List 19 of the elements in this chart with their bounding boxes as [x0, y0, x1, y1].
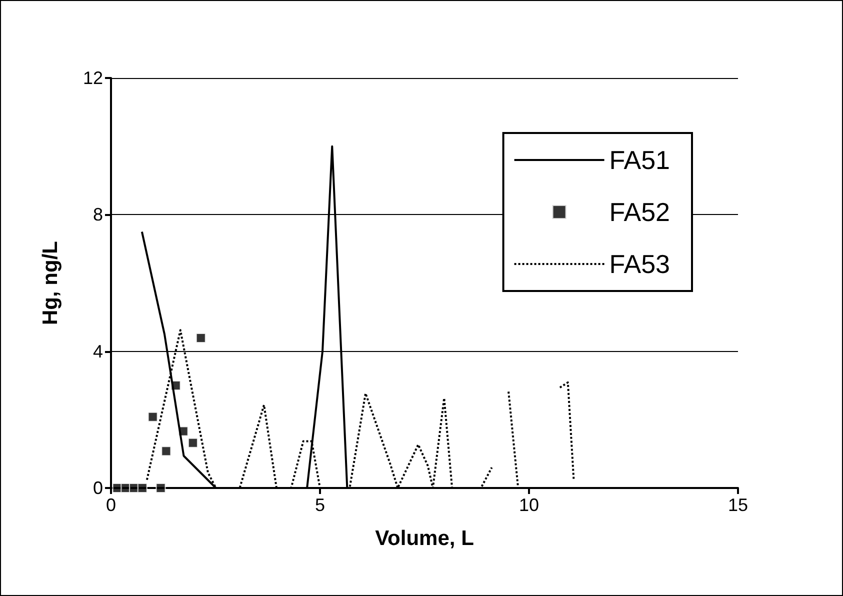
point: [196, 333, 206, 344]
x-axis-title: Volume, L: [375, 527, 474, 550]
y-tick-label: 4: [92, 341, 103, 362]
legend-label: FA52: [609, 197, 670, 227]
y-axis-title: Hg, ng/L: [39, 240, 62, 325]
point: [137, 483, 148, 493]
point: [161, 446, 172, 456]
x-tick-label: 0: [106, 495, 116, 515]
x-tick-label: 10: [518, 495, 540, 515]
point: [148, 412, 158, 422]
legend-label: FA51: [609, 145, 670, 175]
y-tick-label: 8: [92, 204, 103, 225]
legend-label: FA53: [609, 249, 670, 279]
y-tick-label: 0: [92, 478, 103, 498]
point: [188, 438, 198, 448]
x-tick-label: 15: [728, 495, 748, 515]
x-tick-label: 5: [314, 495, 326, 515]
y-tick-label: 12: [82, 68, 103, 88]
point: [156, 483, 166, 493]
